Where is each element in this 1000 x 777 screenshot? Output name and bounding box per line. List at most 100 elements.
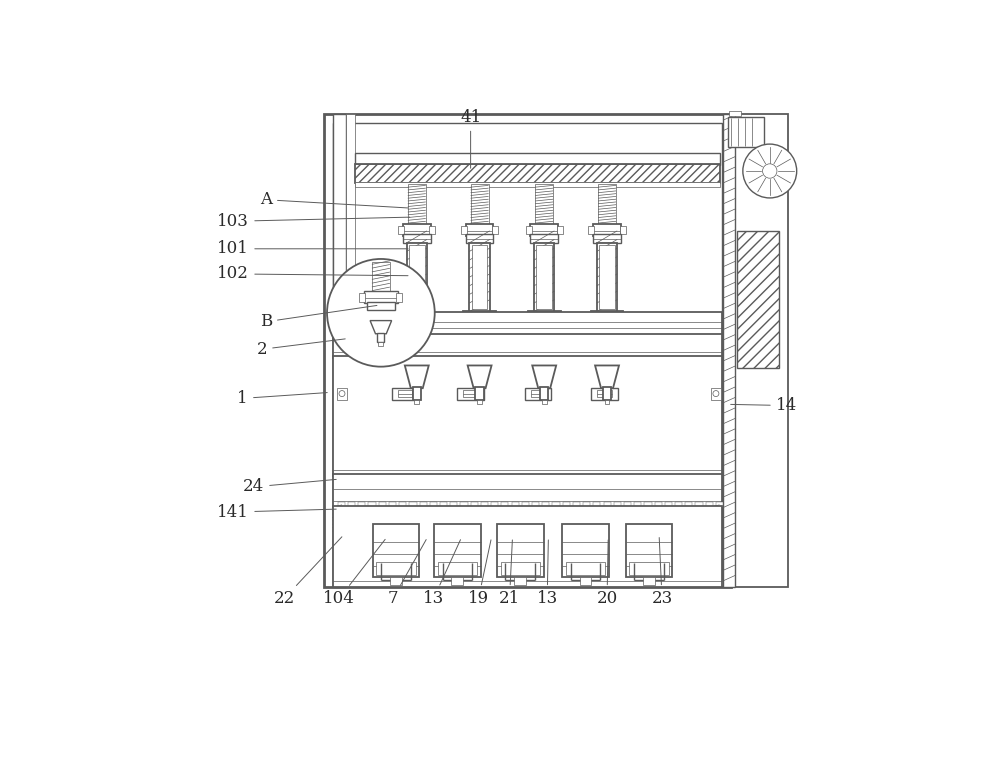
Bar	[414, 399, 419, 404]
Text: 141: 141	[217, 503, 336, 521]
Bar	[403, 235, 431, 242]
Bar	[501, 563, 540, 576]
Bar	[398, 390, 412, 397]
Bar	[346, 114, 355, 587]
Bar	[333, 312, 722, 335]
Polygon shape	[405, 365, 429, 388]
Bar	[466, 224, 493, 235]
Bar	[463, 311, 496, 326]
Bar	[536, 246, 552, 309]
Text: B: B	[260, 305, 377, 330]
Bar	[400, 311, 433, 326]
Text: 24: 24	[243, 479, 336, 496]
Bar	[604, 503, 611, 507]
Bar	[624, 503, 631, 507]
Circle shape	[713, 391, 719, 396]
Bar	[348, 503, 355, 507]
Bar	[526, 226, 532, 235]
Text: 13: 13	[537, 540, 558, 608]
Bar	[599, 246, 615, 309]
Bar	[530, 224, 558, 235]
Bar	[528, 311, 561, 326]
Polygon shape	[370, 321, 392, 334]
Bar	[522, 503, 529, 507]
Bar	[469, 242, 490, 312]
Bar	[492, 226, 498, 235]
Bar	[491, 503, 498, 507]
Bar	[429, 226, 435, 235]
Bar	[620, 226, 626, 235]
Bar	[562, 524, 609, 577]
Bar	[396, 293, 402, 302]
Bar	[471, 184, 489, 225]
Bar	[399, 503, 406, 507]
Bar	[359, 293, 365, 302]
Bar	[634, 503, 641, 507]
Bar	[540, 387, 548, 400]
Text: 23: 23	[651, 538, 673, 608]
Bar	[413, 387, 421, 400]
Bar	[573, 503, 580, 507]
Text: 102: 102	[217, 266, 408, 282]
Bar	[358, 503, 365, 507]
Circle shape	[743, 144, 797, 198]
Polygon shape	[595, 365, 619, 388]
Bar	[475, 387, 484, 400]
Bar	[333, 114, 346, 587]
Bar	[430, 503, 437, 507]
Text: 22: 22	[273, 537, 342, 608]
Bar	[605, 399, 609, 404]
Bar	[463, 390, 478, 397]
Bar	[471, 503, 478, 507]
Bar	[333, 124, 722, 579]
Bar	[408, 184, 426, 225]
Bar	[372, 262, 390, 292]
Bar	[460, 503, 468, 507]
Bar	[655, 503, 662, 507]
Bar	[368, 503, 376, 507]
Text: 103: 103	[217, 213, 410, 230]
Bar	[405, 326, 429, 334]
Bar	[420, 503, 427, 507]
Text: 2: 2	[257, 339, 345, 357]
Text: 7: 7	[388, 539, 426, 608]
Bar	[542, 399, 547, 404]
Bar	[566, 563, 605, 576]
Bar	[333, 334, 722, 357]
Bar	[588, 226, 594, 235]
Bar	[440, 503, 447, 507]
Text: 20: 20	[596, 540, 618, 608]
Bar	[466, 235, 493, 242]
Bar	[451, 577, 463, 585]
Polygon shape	[532, 365, 556, 388]
Circle shape	[763, 164, 777, 178]
Bar	[376, 563, 416, 576]
Bar	[593, 235, 621, 242]
Bar	[557, 226, 563, 235]
Bar	[629, 563, 669, 576]
Bar	[512, 503, 519, 507]
Bar	[481, 503, 488, 507]
Bar	[685, 503, 692, 507]
Bar	[409, 246, 425, 309]
Bar	[531, 390, 545, 397]
Bar	[461, 226, 467, 235]
Circle shape	[327, 259, 435, 367]
Bar	[542, 503, 549, 507]
Bar	[552, 503, 560, 507]
Bar	[525, 388, 551, 399]
Bar	[530, 235, 558, 242]
Bar	[390, 577, 402, 585]
Bar	[333, 357, 722, 476]
Bar	[333, 474, 722, 507]
Bar	[534, 242, 554, 312]
Bar	[598, 184, 616, 225]
Bar	[434, 524, 481, 577]
Bar	[595, 326, 619, 334]
Bar	[398, 226, 404, 235]
Bar	[593, 224, 621, 235]
Bar	[644, 503, 652, 507]
Bar	[337, 388, 347, 399]
Bar	[729, 111, 741, 116]
Bar	[468, 326, 492, 334]
